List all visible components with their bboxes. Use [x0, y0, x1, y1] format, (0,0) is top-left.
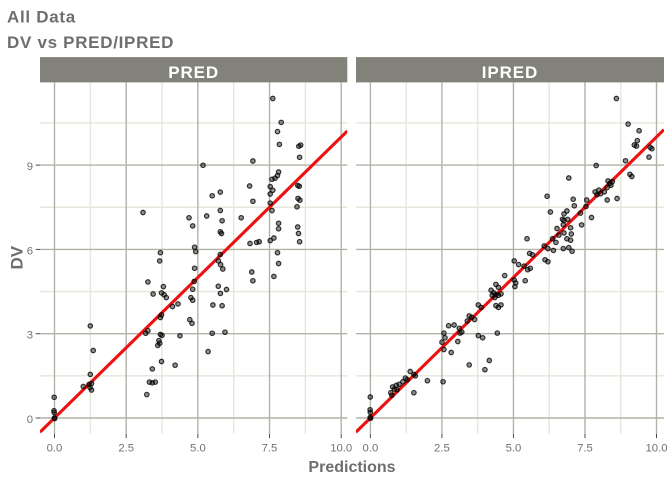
svg-text:3: 3	[27, 330, 33, 342]
svg-text:2.5: 2.5	[118, 442, 134, 454]
svg-text:7.5: 7.5	[577, 442, 593, 454]
svg-text:5.0: 5.0	[190, 442, 206, 454]
svg-text:All Data: All Data	[7, 8, 76, 27]
svg-text:5.0: 5.0	[506, 442, 522, 454]
svg-text:DV vs PRED/IPRED: DV vs PRED/IPRED	[7, 33, 174, 52]
svg-text:10.0: 10.0	[646, 442, 668, 454]
svg-text:7.5: 7.5	[262, 442, 278, 454]
svg-text:0.0: 0.0	[363, 442, 379, 454]
svg-text:10.0: 10.0	[330, 442, 352, 454]
svg-text:6: 6	[27, 245, 33, 257]
svg-text:0.0: 0.0	[47, 442, 63, 454]
svg-text:PRED: PRED	[168, 63, 219, 82]
svg-text:IPRED: IPRED	[482, 63, 538, 82]
svg-text:DV: DV	[7, 245, 26, 269]
svg-text:9: 9	[27, 161, 33, 173]
svg-text:0: 0	[27, 414, 33, 426]
svg-text:Predictions: Predictions	[308, 459, 395, 476]
svg-text:2.5: 2.5	[434, 442, 450, 454]
